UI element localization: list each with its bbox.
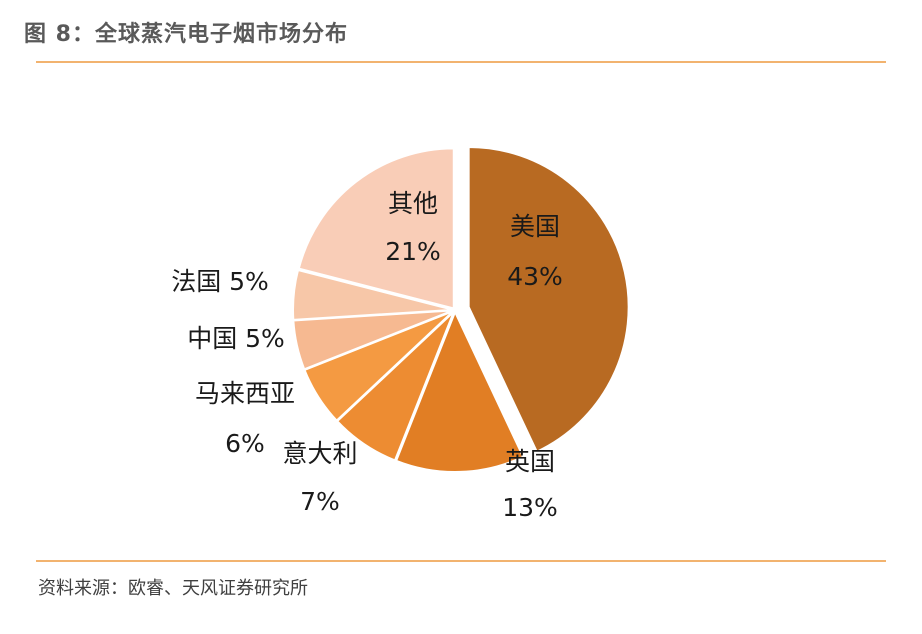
pie-slice-2 <box>394 309 525 473</box>
slice-value-4: 6% <box>225 429 265 458</box>
slice-name-1: 美国 <box>510 212 560 241</box>
slice-value-3: 7% <box>300 487 340 516</box>
slice-value-2: 13% <box>502 493 558 522</box>
top-divider <box>36 61 886 63</box>
bottom-divider <box>36 560 886 562</box>
slice-name-2: 英国 <box>505 447 555 476</box>
slice-name-3: 意大利 <box>282 439 357 468</box>
pie-slice-7 <box>297 147 455 310</box>
slice-label-5: 中国 5% <box>187 324 285 353</box>
pie-slice-1 <box>467 145 630 454</box>
slice-label-6: 法国 5% <box>171 267 269 296</box>
pie-slice-6 <box>292 268 454 321</box>
slice-name-4: 马来西亚 <box>195 379 295 408</box>
slice-value-7: 21% <box>385 237 441 266</box>
pie-labels: 美国 43% 英国 13% 意大利 7% 马来西亚 6% 中国 5% 法国 5% 其他 21% <box>171 189 563 522</box>
figure-title: 图 8：全球蒸汽电子烟市场分布 <box>24 22 348 47</box>
source-note: 资料来源：欧睿、天风证券研究所 <box>38 578 308 599</box>
slice-value-1: 43% <box>507 262 563 291</box>
slice-name-7: 其他 <box>388 189 438 218</box>
pie-slices <box>292 145 630 473</box>
